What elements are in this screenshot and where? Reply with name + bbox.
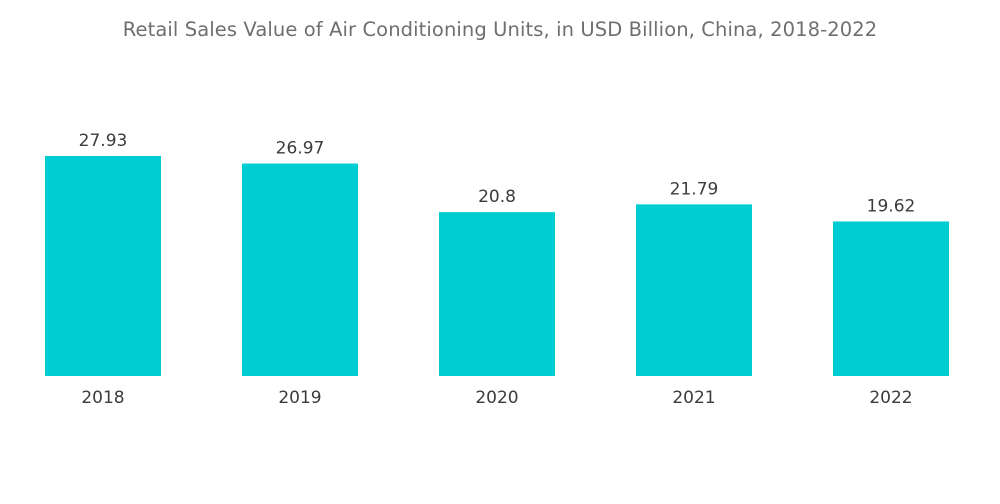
bar-2018 — [45, 156, 161, 376]
value-label-2022: 19.62 — [867, 196, 916, 216]
x-tick-label-2020: 2020 — [475, 388, 518, 408]
value-label-2020: 20.8 — [478, 187, 516, 207]
value-label-2021: 21.79 — [670, 179, 719, 199]
x-tick-label-2019: 2019 — [278, 388, 321, 408]
value-labels-group: 27.93 26.97 20.8 21.79 19.62 — [79, 131, 916, 216]
value-label-2018: 27.93 — [79, 131, 128, 151]
bar-2020 — [439, 212, 555, 376]
x-axis-ticks: 2018 2019 2020 2021 2022 — [81, 388, 912, 408]
x-tick-label-2018: 2018 — [81, 388, 124, 408]
x-tick-label-2021: 2021 — [672, 388, 715, 408]
bar-2021 — [636, 204, 752, 376]
bar-2022 — [833, 221, 949, 376]
value-label-2019: 26.97 — [276, 139, 325, 159]
chart-title: Retail Sales Value of Air Conditioning U… — [122, 18, 878, 41]
bar-2019 — [242, 163, 358, 376]
x-tick-label-2022: 2022 — [869, 388, 912, 408]
bars-group — [45, 156, 949, 376]
